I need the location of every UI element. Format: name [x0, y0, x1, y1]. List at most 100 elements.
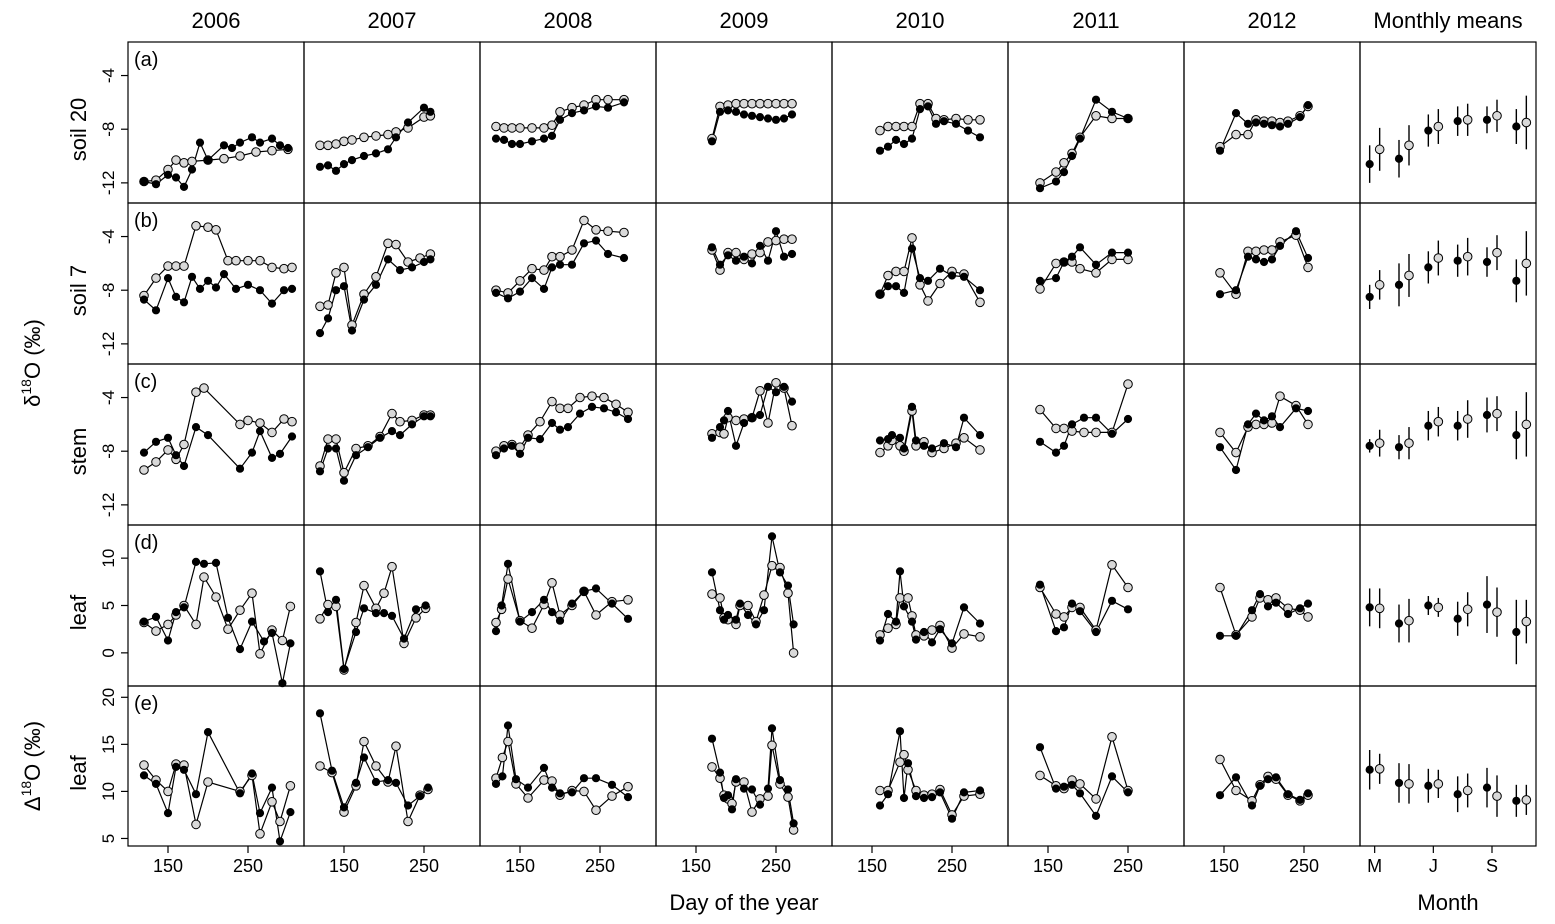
filled-data-point: [747, 259, 757, 268]
filled-data-point: [359, 295, 369, 304]
filled-data-point: [399, 634, 409, 643]
year-title: 2011: [1072, 8, 1119, 33]
open-data-point: [1231, 447, 1241, 458]
filled-data-point: [387, 427, 397, 436]
filled-data-point: [315, 162, 325, 171]
open-monthly-mean-point: [1374, 438, 1385, 448]
filled-data-point: [951, 119, 961, 128]
filled-data-point: [751, 620, 761, 629]
filled-data-point: [426, 255, 435, 264]
open-data-point: [379, 588, 389, 599]
filled-data-point: [267, 134, 277, 143]
panel-frame: [479, 202, 657, 365]
open-data-point: [875, 785, 885, 796]
filled-data-point: [1079, 413, 1089, 422]
filled-data-point: [1067, 420, 1077, 429]
open-data-point: [1075, 263, 1085, 274]
open-data-point: [315, 140, 325, 151]
filled-data-point: [707, 433, 717, 442]
open-data-point: [555, 107, 565, 117]
open-series-line: [711, 564, 795, 653]
open-data-point: [287, 262, 297, 273]
filled-data-point: [323, 444, 333, 453]
filled-data-point: [883, 609, 893, 619]
open-data-point: [707, 762, 717, 772]
filled-data-point: [603, 103, 613, 112]
filled-data-point: [1059, 623, 1069, 632]
open-monthly-mean-point: [1404, 438, 1414, 448]
open-data-point: [1107, 732, 1117, 742]
open-series-line: [1039, 563, 1129, 632]
open-data-point: [243, 255, 253, 266]
open-data-point: [497, 752, 508, 763]
filled-data-point: [275, 837, 285, 846]
filled-data-point: [555, 789, 565, 798]
panel-frame: [655, 685, 833, 847]
open-data-point: [779, 98, 789, 109]
filled-data-point: [211, 558, 221, 568]
open-data-point: [759, 590, 769, 600]
open-data-point: [591, 225, 601, 235]
filled-data-point: [619, 98, 629, 107]
y-tick-label: -4: [99, 229, 118, 244]
open-monthly-mean-point: [1433, 253, 1444, 263]
panel-frame: [831, 685, 1009, 847]
row-label: leaf: [66, 754, 91, 790]
open-data-point: [1231, 129, 1241, 140]
filled-data-point: [1091, 95, 1101, 104]
open-data-point: [707, 589, 717, 599]
open-data-point: [163, 619, 173, 630]
open-data-point: [323, 140, 333, 151]
filled-data-point: [1075, 789, 1085, 798]
filled-data-point: [747, 785, 757, 794]
filled-data-point: [179, 765, 189, 774]
filled-data-point: [919, 441, 929, 450]
panel-frame: [1183, 685, 1361, 847]
filled-data-point: [1123, 788, 1133, 797]
open-monthly-mean-point: [1521, 258, 1532, 269]
filled-data-point: [163, 170, 173, 179]
open-data-point: [179, 439, 189, 450]
filled-data-point: [591, 584, 601, 593]
filled-monthly-mean-point: [1512, 796, 1521, 805]
filled-data-point: [375, 433, 385, 442]
filled-data-point: [491, 779, 501, 789]
open-data-point: [883, 270, 893, 281]
filled-monthly-mean-point: [1482, 410, 1492, 420]
filled-data-point: [735, 599, 745, 608]
filled-data-point: [139, 177, 149, 186]
open-data-point: [503, 574, 513, 584]
filled-data-point: [383, 776, 393, 785]
filled-data-point: [339, 282, 349, 291]
filled-data-point: [951, 443, 961, 452]
open-data-point: [547, 578, 557, 588]
open-data-point: [255, 829, 265, 839]
filled-data-point: [371, 609, 381, 618]
filled-data-point: [171, 608, 181, 617]
filled-data-point: [491, 134, 501, 143]
filled-data-point: [1275, 241, 1285, 250]
filled-data-point: [1231, 465, 1241, 475]
open-data-point: [539, 775, 549, 785]
open-data-point: [1051, 258, 1061, 269]
open-data-point: [255, 255, 265, 266]
filled-monthly-mean-point: [1512, 627, 1521, 637]
filled-data-point: [1075, 607, 1085, 616]
filled-data-point: [535, 435, 545, 444]
open-data-point: [267, 427, 277, 438]
open-monthly-mean-point: [1433, 121, 1444, 132]
filled-data-point: [286, 808, 295, 817]
x-tick-label: 250: [233, 856, 263, 876]
filled-data-point: [1051, 177, 1061, 186]
filled-data-point: [755, 800, 765, 809]
filled-data-point: [523, 783, 533, 792]
open-data-point: [767, 740, 777, 751]
filled-data-point: [899, 288, 909, 297]
filled-monthly-mean-point: [1365, 292, 1374, 302]
open-data-point: [547, 120, 557, 130]
filled-data-point: [623, 414, 633, 424]
filled-data-point: [1303, 599, 1313, 608]
open-data-point: [883, 121, 893, 132]
open-data-point: [267, 145, 277, 156]
open-data-point: [1059, 158, 1069, 168]
